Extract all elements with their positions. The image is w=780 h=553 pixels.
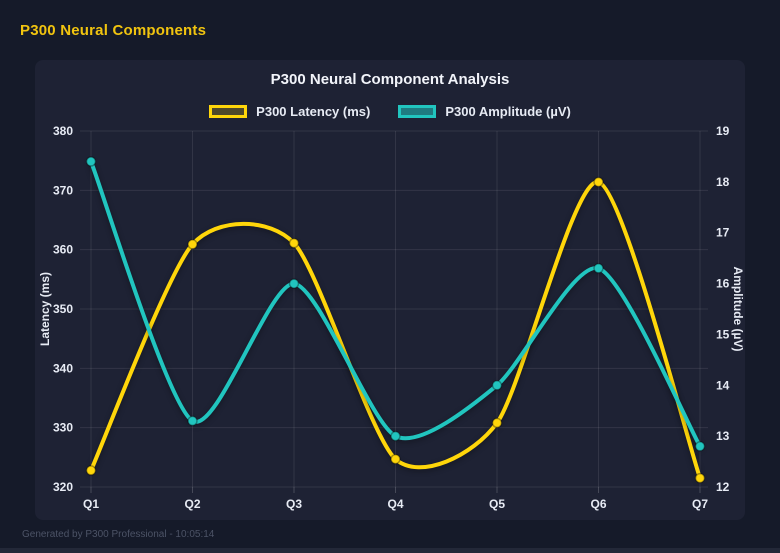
amplitude-point-Q1[interactable] xyxy=(85,156,97,167)
right-axis-title: Amplitude (µV) xyxy=(731,267,745,352)
chart-legend: P300 Latency (ms) P300 Amplitude (µV) xyxy=(35,104,745,119)
amplitude-point-Q5[interactable] xyxy=(491,380,503,391)
left-axis-tick-label: 350 xyxy=(53,302,73,316)
left-axis-tick-label: 380 xyxy=(53,124,73,138)
left-axis-tick-label: 320 xyxy=(53,480,73,494)
x-axis-tick-label: Q4 xyxy=(387,497,403,511)
x-axis-tick-label: Q3 xyxy=(286,497,302,511)
latency-point-Q4[interactable] xyxy=(390,453,401,465)
left-axis-tick-label: 340 xyxy=(53,361,73,375)
footer-status: Generated by P300 Professional - 10:05:1… xyxy=(22,529,215,540)
right-axis-tick-label: 16 xyxy=(716,277,730,291)
x-axis-tick-label: Q2 xyxy=(184,497,200,511)
x-axis-tick-label: Q7 xyxy=(692,497,708,511)
right-axis-tick-label: 18 xyxy=(716,175,730,189)
latency-point-Q5[interactable] xyxy=(491,417,503,429)
legend-swatch-latency xyxy=(209,105,248,118)
chart-title: P300 Neural Component Analysis xyxy=(270,71,510,88)
amplitude-point-Q6[interactable] xyxy=(593,263,604,274)
chart-panel: P300 Neural Component Analysis P300 Late… xyxy=(35,60,745,520)
left-axis-tick-label: 330 xyxy=(53,421,73,435)
right-axis-tick-label: 14 xyxy=(716,378,730,392)
x-axis-tick-label: Q5 xyxy=(489,497,505,511)
amplitude-point-Q3[interactable] xyxy=(288,278,300,289)
legend-item-latency[interactable]: P300 Latency (ms) xyxy=(209,104,370,119)
latency-point-Q3[interactable] xyxy=(288,237,300,249)
window-bottom-edge xyxy=(0,548,780,553)
plot-svg: 380 370 360 350 340 330 320 19 18 17 16 15 14 13 12 Q1 Q… xyxy=(38,124,745,511)
legend-item-amplitude[interactable]: P300 Amplitude (µV) xyxy=(398,104,571,119)
right-axis-tick-label: 12 xyxy=(716,480,730,494)
amplitude-point-Q2[interactable] xyxy=(187,415,198,427)
left-axis-tick-label: 360 xyxy=(53,243,73,257)
left-axis-tick-label: 370 xyxy=(53,183,73,197)
page-title: P300 Neural Components xyxy=(20,22,207,39)
latency-point-Q1[interactable] xyxy=(85,465,97,476)
x-axis-tick-label: Q1 xyxy=(83,497,99,511)
latency-point-Q2[interactable] xyxy=(187,239,198,250)
right-axis-tick-label: 19 xyxy=(716,124,730,138)
right-axis-tick-label: 15 xyxy=(716,327,730,341)
right-axis-tick-label: 17 xyxy=(716,226,730,240)
left-axis-title: Latency (ms) xyxy=(38,272,52,346)
legend-swatch-amplitude xyxy=(398,105,437,118)
amplitude-point-Q4[interactable] xyxy=(390,430,401,442)
amplitude-point-Q7[interactable] xyxy=(694,441,706,452)
legend-label-latency: P300 Latency (ms) xyxy=(256,104,371,119)
latency-point-Q6[interactable] xyxy=(593,176,604,188)
right-axis-tick-label: 13 xyxy=(716,429,730,443)
x-axis-tick-label: Q6 xyxy=(590,497,606,511)
latency-point-Q7[interactable] xyxy=(694,472,706,484)
legend-label-amplitude: P300 Amplitude (µV) xyxy=(445,104,571,119)
